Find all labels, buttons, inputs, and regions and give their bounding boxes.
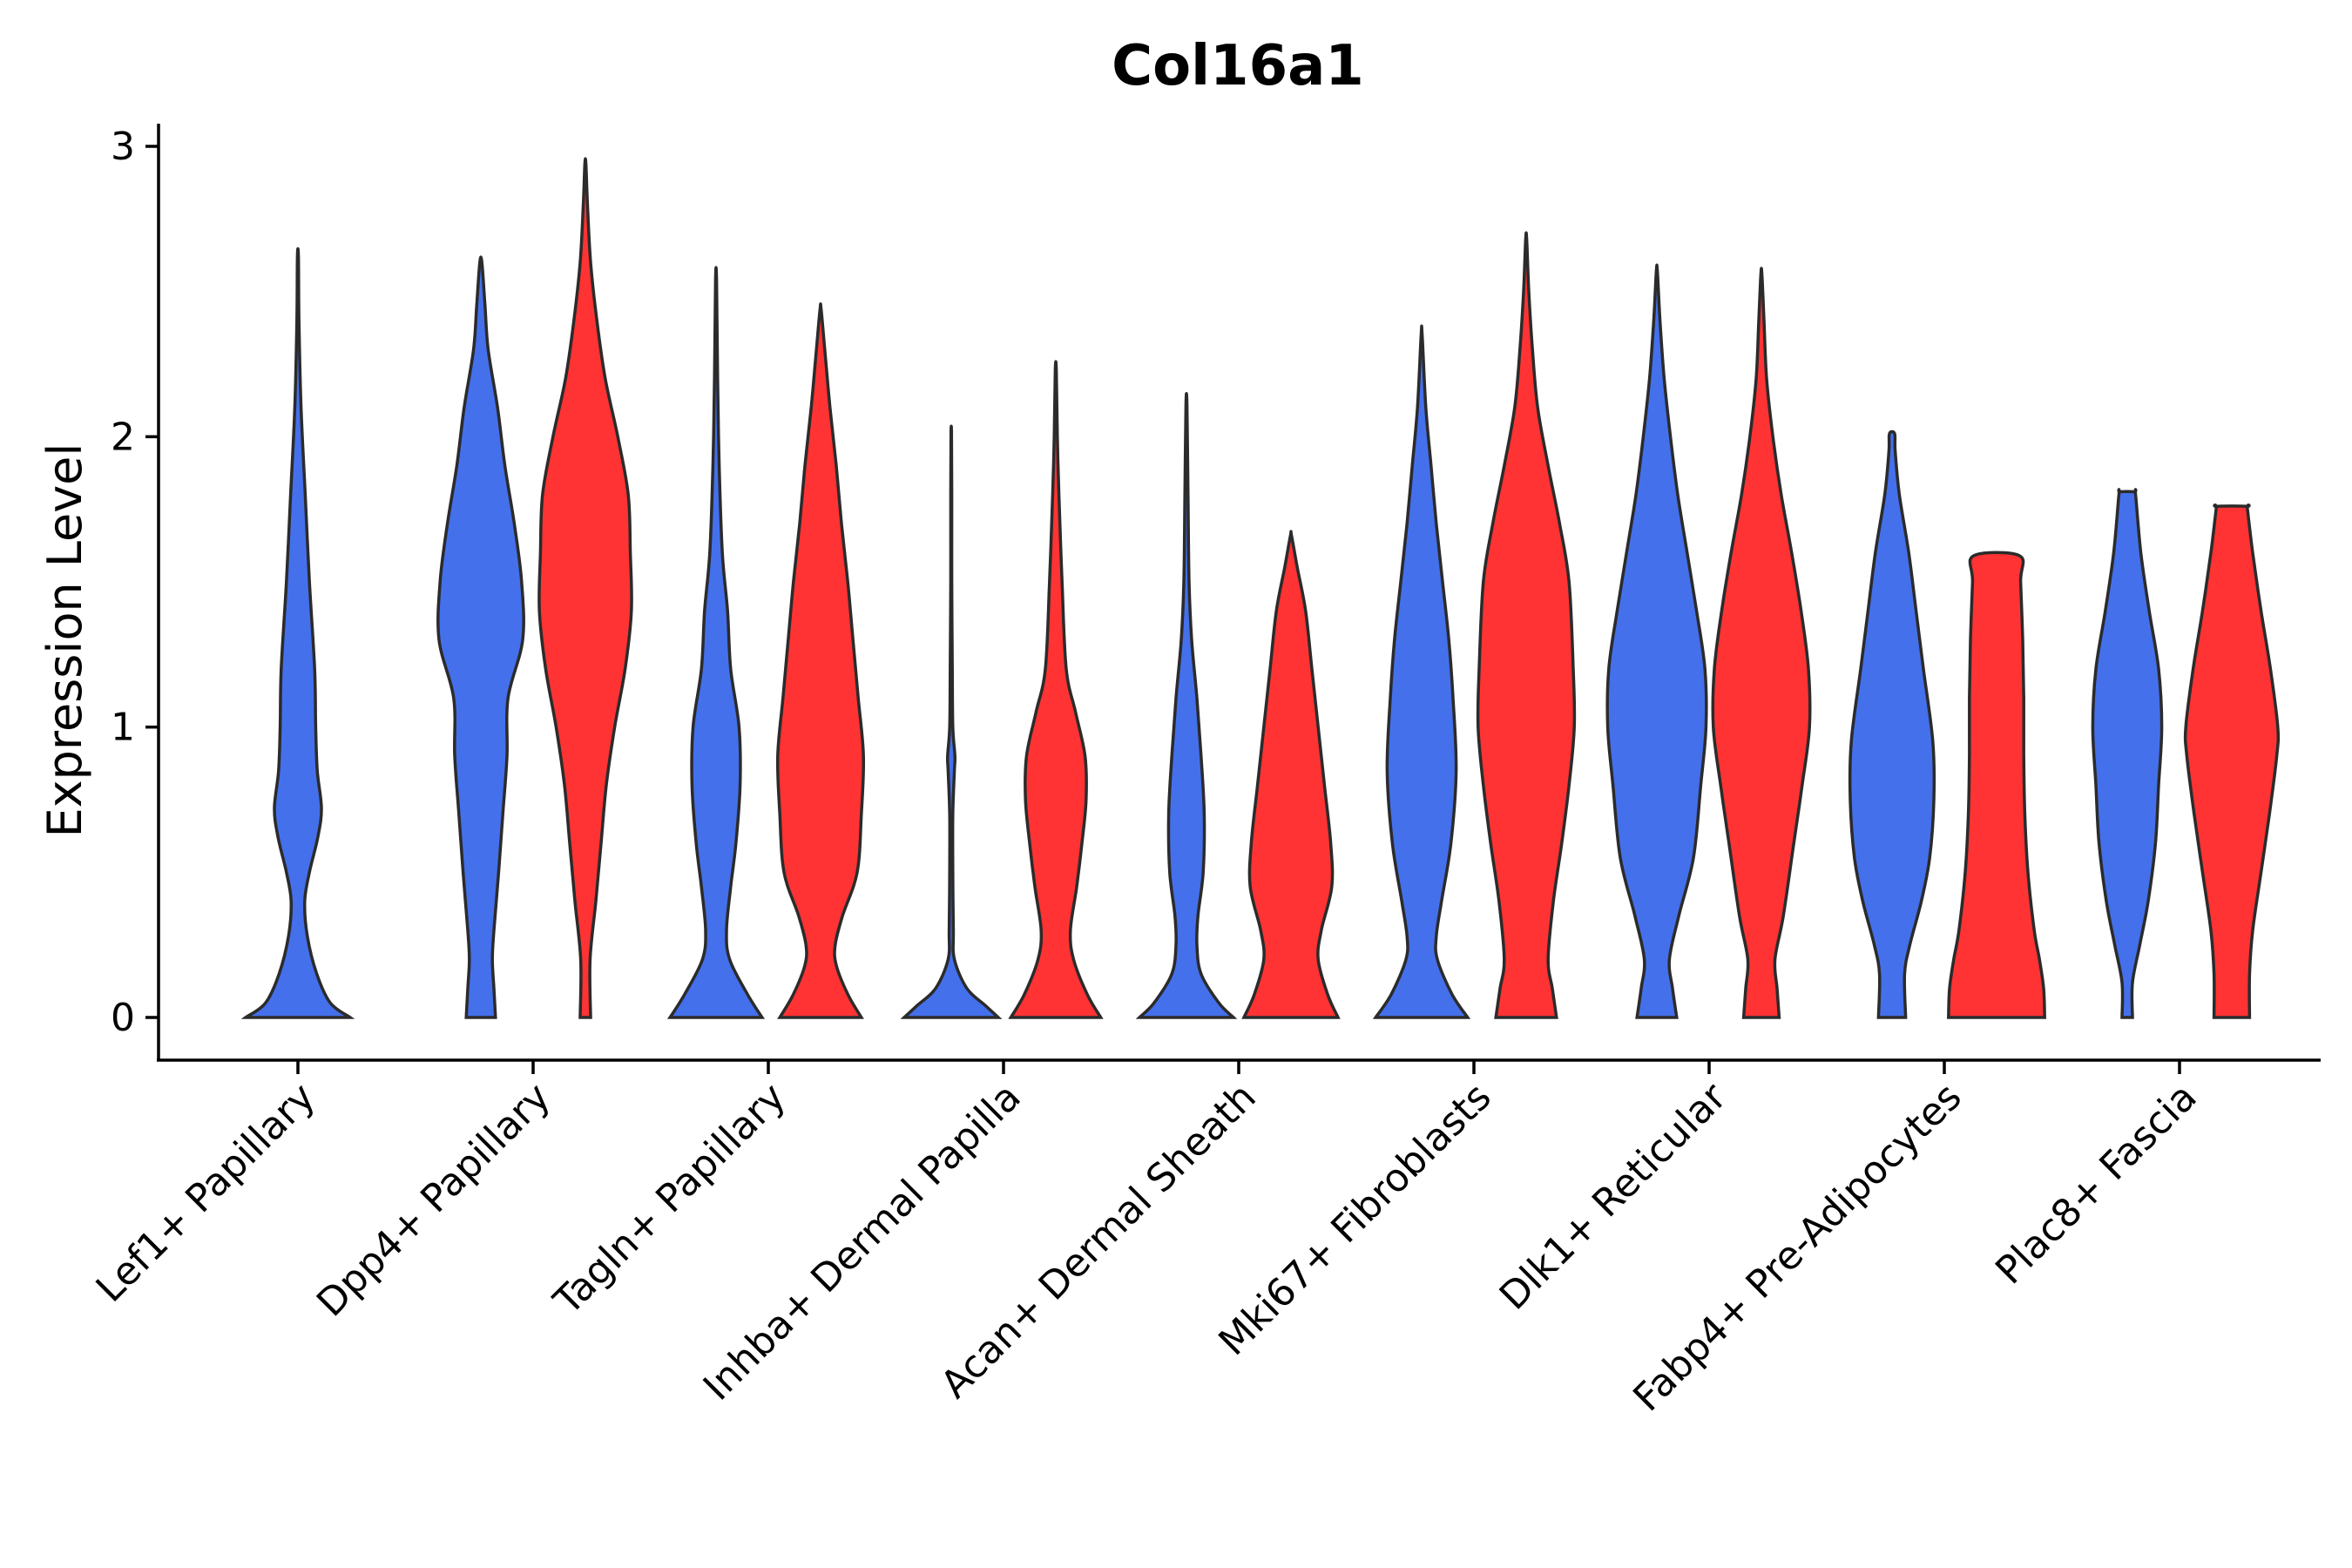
violin-group1 (240, 247, 355, 1019)
x-tick-label: Mki67+ Fibroblasts (1210, 1075, 1499, 1364)
violin-group1 (1135, 391, 1238, 1019)
y-tick-label: 3 (111, 125, 135, 169)
violins (240, 157, 2281, 1019)
violin-group2 (775, 302, 866, 1019)
chart-title: Col16a1 (1112, 34, 1364, 98)
violin-group1 (667, 266, 765, 1019)
violin-group1 (1848, 429, 1936, 1019)
x-tick-label: Dpp4+ Papillary (308, 1075, 559, 1326)
x-tick-label: Lef1+ Papillary (88, 1075, 324, 1311)
violin-group1 (2091, 488, 2164, 1019)
y-tick-label: 2 (111, 415, 135, 459)
violin-group2 (1008, 360, 1104, 1019)
violin-group1 (900, 424, 1003, 1019)
violin-group1 (1372, 324, 1471, 1019)
y-axis-label: Expression Level (37, 443, 92, 838)
violin-group2 (2183, 504, 2281, 1019)
violin-group2 (1711, 267, 1812, 1019)
y-tick-label: 1 (111, 706, 135, 750)
violin-group2 (1241, 530, 1341, 1019)
x-tick-label: Dlk1+ Reticular (1491, 1074, 1736, 1319)
x-tick-label: Tagln+ Papillary (545, 1075, 794, 1324)
x-tick-label: Plac8+ Fascia (1987, 1075, 2206, 1294)
violin-group2 (1476, 231, 1577, 1019)
violin-group2 (537, 157, 633, 1019)
y-tick-label: 0 (111, 996, 135, 1040)
violin-group1 (1605, 263, 1708, 1019)
y-ticks: 0 1 2 3 (111, 125, 159, 1040)
violin-group2 (1946, 551, 2047, 1019)
violin-group1 (436, 255, 525, 1019)
